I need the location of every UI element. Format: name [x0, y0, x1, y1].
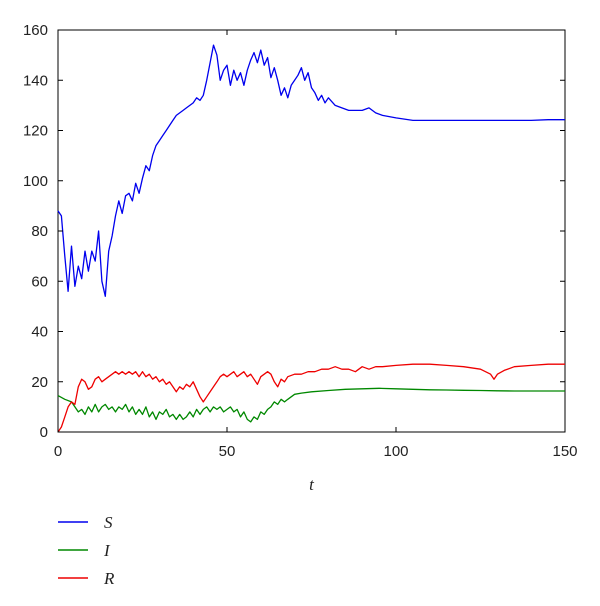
legend-label-i: I [103, 541, 111, 560]
y-tick-label: 60 [31, 273, 48, 290]
legend-label-r: R [103, 569, 115, 588]
x-tick-label: 50 [219, 443, 236, 460]
series-line-s [57, 44, 565, 297]
y-tick-label: 100 [23, 173, 48, 190]
y-tick-label: 80 [31, 223, 48, 240]
series-line-i [57, 387, 565, 423]
x-tick-label: 0 [54, 443, 62, 460]
y-tick-label: 0 [40, 424, 48, 441]
y-tick-label: 120 [23, 123, 48, 140]
y-tick-label: 140 [23, 72, 48, 89]
y-tick-label: 40 [31, 324, 48, 341]
legend-label-s: S [104, 513, 113, 532]
plot-area [57, 29, 566, 433]
legend: SIR [58, 513, 115, 588]
ticks-layer: 0 50 100 150 0 20 40 60 80 100 120 140 160 [23, 22, 578, 460]
series-line-r [57, 363, 565, 433]
x-axis-label: t [309, 475, 315, 494]
x-tick-label: 100 [383, 443, 408, 460]
x-tick-label: 150 [552, 443, 577, 460]
y-tick-label: 20 [31, 374, 48, 391]
series-layer [57, 44, 565, 433]
y-tick-label: 160 [23, 22, 48, 39]
